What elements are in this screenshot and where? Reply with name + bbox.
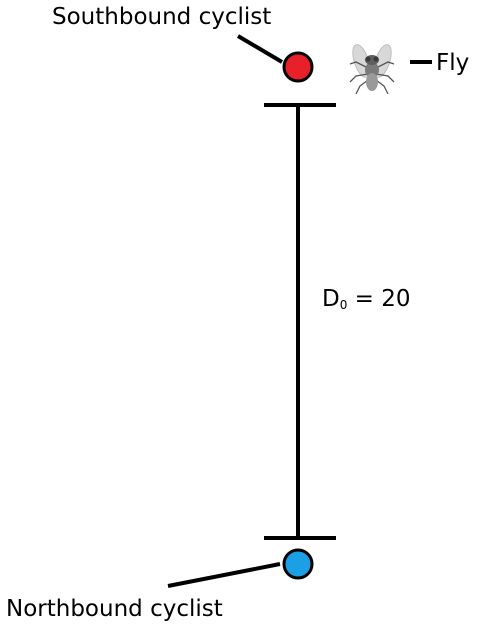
fly-icon [349,44,395,95]
southbound-cyclist-label: Southbound cyclist [52,4,272,30]
distance-subscript: 0 [339,298,348,312]
northbound-cyclist-dot [282,548,314,580]
distance-symbol: D [322,286,340,312]
northbound-cyclist-label: Northbound cyclist [6,596,223,622]
initial-distance-label: D0 = 20 [322,286,411,312]
fly-label: Fly [436,50,470,76]
south-leader [236,34,284,64]
north-leader [167,562,281,588]
distance-value: = 20 [347,286,411,312]
southbound-cyclist-dot [282,51,314,83]
